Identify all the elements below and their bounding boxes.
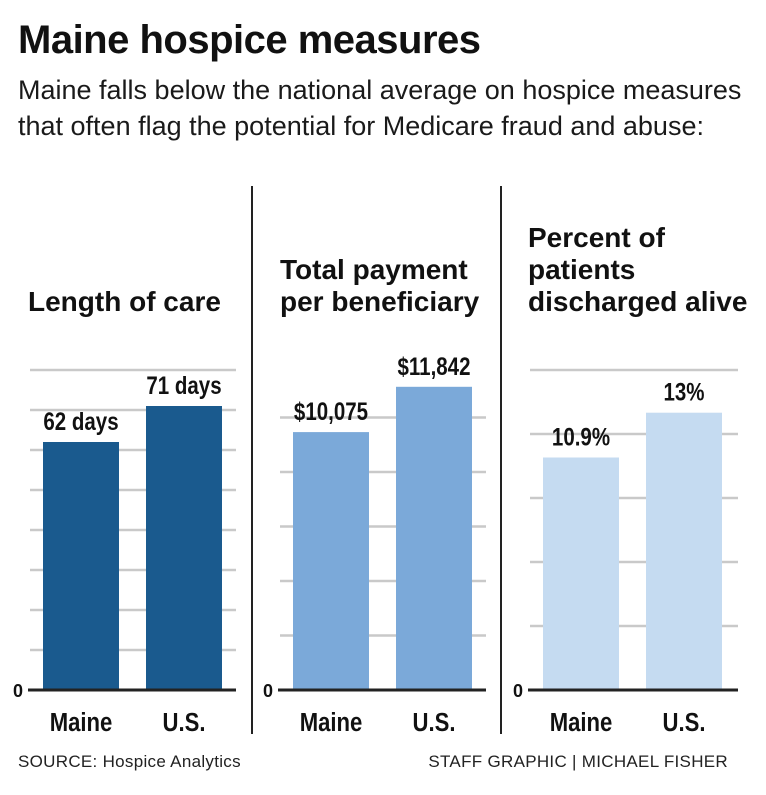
chart-subtitle: Maine falls below the national average o… bbox=[18, 75, 742, 141]
category-label: Maine bbox=[50, 708, 113, 737]
panel-title-payment: Total payment per beneficiary bbox=[280, 254, 480, 317]
panel-title-length-of-care: Length of care bbox=[28, 286, 221, 317]
data-label: $10,075 bbox=[294, 397, 368, 425]
category-label: U.S. bbox=[163, 708, 206, 737]
bar-us bbox=[646, 412, 722, 690]
panel-discharged: Percent of patients discharged alive bbox=[518, 186, 747, 746]
bar-maine bbox=[293, 432, 369, 690]
data-label: 13% bbox=[663, 378, 704, 406]
y-tick-label: 0 bbox=[513, 681, 523, 701]
chart-title: Maine hospice measures bbox=[18, 18, 481, 62]
staff-credit: STAFF GRAPHIC | MICHAEL FISHER bbox=[428, 752, 728, 771]
y-tick-label: 0 bbox=[263, 681, 273, 701]
panel-payment: Total payment per beneficiary bbox=[270, 186, 495, 746]
category-label: Maine bbox=[550, 708, 613, 737]
bar-maine bbox=[543, 457, 619, 690]
data-label: $11,842 bbox=[398, 352, 471, 380]
data-label: 10.9% bbox=[552, 423, 610, 451]
category-label: U.S. bbox=[663, 708, 706, 737]
data-label: 71 days bbox=[146, 371, 221, 399]
bar-us bbox=[146, 406, 222, 690]
source-note: SOURCE: Hospice Analytics bbox=[18, 752, 241, 771]
category-label: Maine bbox=[300, 708, 363, 737]
category-label: U.S. bbox=[413, 708, 456, 737]
bar-maine bbox=[43, 442, 119, 690]
panel-length-of-care: Length of care bbox=[18, 186, 243, 746]
bar-us bbox=[396, 386, 472, 690]
panel-divider-2 bbox=[500, 186, 502, 734]
panel-divider-1 bbox=[251, 186, 253, 734]
y-tick-label: 0 bbox=[13, 681, 23, 701]
data-label: 62 days bbox=[43, 407, 118, 435]
panel-title-discharged: Percent of patients discharged alive bbox=[528, 222, 748, 317]
